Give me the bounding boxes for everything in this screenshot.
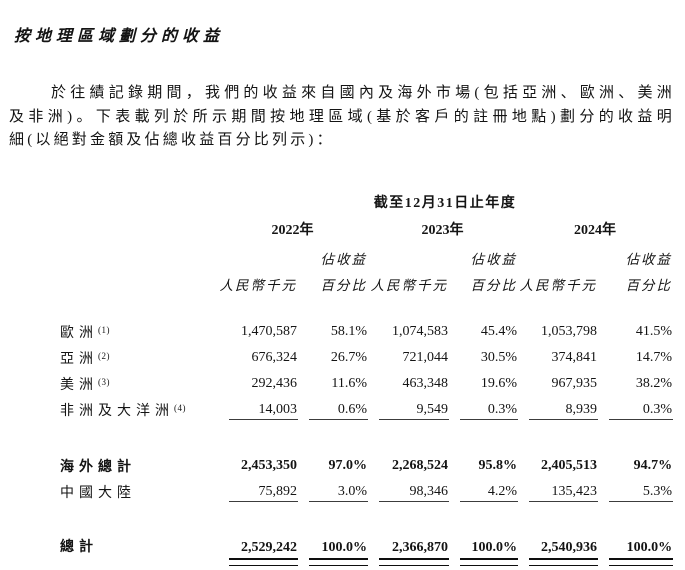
period-header-row: 截至12月31日止年度 <box>60 186 673 216</box>
empty-cell <box>518 242 598 271</box>
percent-cell: 38.2% <box>635 375 673 391</box>
overseas-total-row: 海外總計 2,453,350 97.0% 2,268,524 95.8% 2,4… <box>60 453 673 479</box>
region-row-americas: 美洲(3) 292,436 11.6% 463,348 19.6% 967,93… <box>60 371 673 397</box>
footnote-marker: (3) <box>98 376 110 387</box>
amount-cell: 14,003 <box>218 397 298 423</box>
spacer-row <box>60 505 673 535</box>
row-label: 中國大陸 <box>60 485 136 501</box>
amount-cell: 2,453,350 <box>241 457 297 473</box>
percent-cell: 26.7% <box>330 349 367 365</box>
col-header-percent-2023: 百分比 <box>470 277 517 293</box>
region-label: 美洲(3) <box>60 376 110 393</box>
footnote-marker: (2) <box>98 350 110 361</box>
amount-cell: 8,939 <box>518 397 598 423</box>
row-label: 總計 <box>60 539 98 555</box>
amount-cell: 75,892 <box>218 479 298 505</box>
region-label: 非洲及大洋洲(4) <box>60 402 186 419</box>
grand-total-row: 總計 2,529,242 100.0% 2,366,870 100.0% 2,5… <box>60 535 674 570</box>
col-header-percent-2022: 百分比 <box>320 277 367 293</box>
amount-cell: 2,405,513 <box>541 457 597 473</box>
amount-cell: 1,470,587 <box>241 323 297 339</box>
amount-cell: 463,348 <box>402 375 449 391</box>
region-label: 歐洲(1) <box>60 324 110 341</box>
amount-cell: 1,074,583 <box>392 323 448 339</box>
amount-cell: 9,549 <box>368 397 449 423</box>
percent-cell: 100.0% <box>449 535 518 570</box>
col-header-share-2024: 佔收益 <box>625 251 673 267</box>
paragraph-line-3: 細(以絕對金額及佔總收益百分比列示)： <box>9 132 335 148</box>
col-header-share-2022: 佔收益 <box>320 251 367 267</box>
region-row-europe: 歐洲(1) 1,470,587 58.1% 1,074,583 45.4% 1,… <box>60 319 673 345</box>
col-header-share-2023: 佔收益 <box>470 251 517 267</box>
year-header-2022: 2022年 <box>271 222 314 238</box>
region-row-africa-oceania: 非洲及大洋洲(4) 14,003 0.6% 9,549 0.3% 8,939 0… <box>60 397 674 423</box>
paragraph-line-2: 及非洲)。下表載列於所示期間按地理區域(基於客戶的註冊地點)劃分的收益明 <box>9 108 675 125</box>
amount-cell: 2,366,870 <box>368 535 449 570</box>
empty-cell <box>60 186 218 216</box>
amount-cell: 676,324 <box>251 349 298 365</box>
revenue-by-region-table: 截至12月31日止年度 2022年 2023年 2024年 佔收益 佔收益 佔收… <box>60 186 674 570</box>
percent-cell: 3.0% <box>298 479 368 505</box>
percent-cell: 11.6% <box>331 375 367 391</box>
amount-cell: 374,841 <box>551 349 598 365</box>
amount-cell: 2,529,242 <box>218 535 298 570</box>
year-header-row: 2022年 2023年 2024年 <box>60 216 673 242</box>
percent-cell: 58.1% <box>330 323 367 339</box>
year-header-2024: 2024年 <box>574 222 617 238</box>
empty-cell <box>60 271 218 297</box>
subheader-units-row: 人民幣千元 百分比 人民幣千元 百分比 人民幣千元 百分比 <box>60 271 673 297</box>
percent-cell: 5.3% <box>598 479 674 505</box>
percent-cell: 4.2% <box>449 479 518 505</box>
year-header-2023: 2023年 <box>421 222 464 238</box>
section-title: 按地理區域劃分的收益 <box>14 28 225 45</box>
amount-cell: 1,053,798 <box>541 323 597 339</box>
col-header-percent-2024: 百分比 <box>625 277 673 293</box>
amount-cell: 967,935 <box>551 375 598 391</box>
paragraph-line-1: 於往績記錄期間，我們的收益來自國內及海外市場(包括亞洲、歐洲、美洲 <box>51 85 675 101</box>
percent-cell: 97.0% <box>328 457 368 473</box>
amount-cell: 292,436 <box>251 375 298 391</box>
percent-cell: 45.4% <box>480 323 517 339</box>
percent-cell: 0.6% <box>298 397 368 423</box>
region-row-asia: 亞洲(2) 676,324 26.7% 721,044 30.5% 374,84… <box>60 345 673 371</box>
col-header-amount-2024: 人民幣千元 <box>519 277 597 293</box>
percent-cell: 19.6% <box>480 375 517 391</box>
region-label: 亞洲(2) <box>60 350 110 367</box>
amount-cell: 721,044 <box>402 349 449 365</box>
row-label: 海外總計 <box>60 459 136 475</box>
amount-cell: 98,346 <box>368 479 449 505</box>
percent-cell: 0.3% <box>449 397 518 423</box>
empty-cell <box>60 242 218 271</box>
footnote-marker: (4) <box>174 402 186 413</box>
empty-cell <box>60 216 218 242</box>
col-header-amount-2023: 人民幣千元 <box>370 277 448 293</box>
subheader-share-row: 佔收益 佔收益 佔收益 <box>60 242 673 271</box>
percent-cell: 95.8% <box>478 457 518 473</box>
percent-cell: 0.3% <box>598 397 674 423</box>
spacer-row <box>60 423 673 453</box>
amount-cell: 2,268,524 <box>392 457 448 473</box>
amount-cell: 2,540,936 <box>518 535 598 570</box>
empty-cell <box>368 242 449 271</box>
amount-cell: 135,423 <box>518 479 598 505</box>
percent-cell: 100.0% <box>298 535 368 570</box>
empty-cell <box>218 242 298 271</box>
percent-cell: 41.5% <box>635 323 673 339</box>
mainland-china-row: 中國大陸 75,892 3.0% 98,346 4.2% 135,423 5.3… <box>60 479 674 505</box>
percent-cell: 14.7% <box>635 349 673 365</box>
col-header-amount-2022: 人民幣千元 <box>219 277 297 293</box>
period-header: 截至12月31日止年度 <box>373 195 517 211</box>
spacer-row <box>60 297 673 319</box>
footnote-marker: (1) <box>98 324 110 335</box>
intro-paragraph: 於往績記錄期間，我們的收益來自國內及海外市場(包括亞洲、歐洲、美洲 及非洲)。下… <box>9 82 675 153</box>
percent-cell: 30.5% <box>480 349 517 365</box>
percent-cell: 100.0% <box>598 535 674 570</box>
percent-cell: 94.7% <box>633 457 673 473</box>
